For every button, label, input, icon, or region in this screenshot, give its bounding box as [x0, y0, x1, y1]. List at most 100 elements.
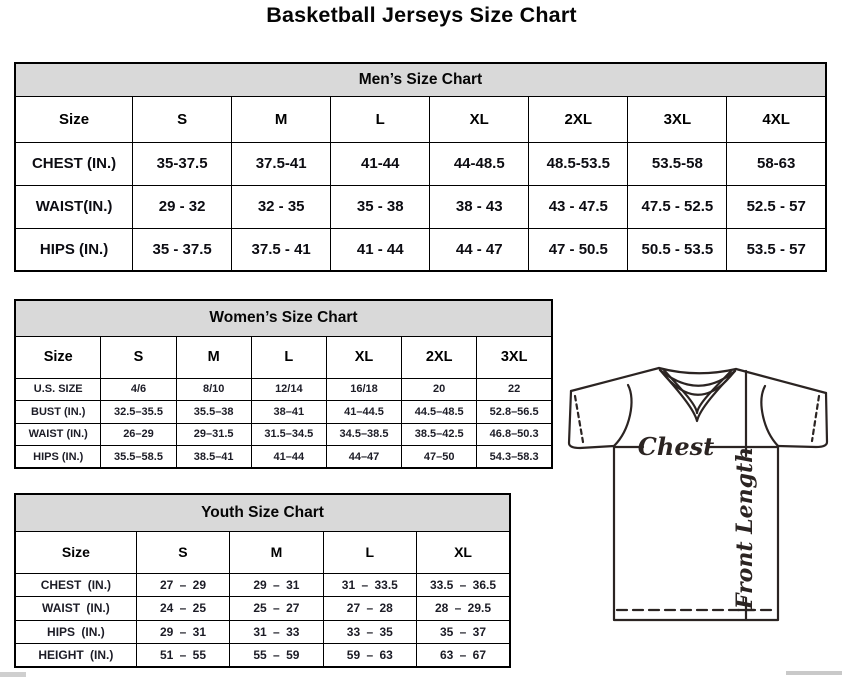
size-value: 38.5–41: [175, 445, 252, 469]
horizontal-scrollbar-fragment-right[interactable]: [786, 671, 842, 675]
size-value: 27 – 28: [322, 596, 418, 621]
size-value: 41–44: [250, 445, 327, 469]
column-header: 2XL: [401, 335, 478, 379]
size-value: 44–47: [325, 445, 403, 469]
table-row: HIPS (IN.) 29 – 31 31 – 33 33 – 35 35 – 37: [14, 619, 511, 644]
jersey-right-armhole-seam: [760, 384, 780, 448]
size-value: 58-63: [726, 141, 827, 186]
row-label: WAIST (IN.): [14, 596, 137, 621]
size-value: 37.5-41: [231, 141, 332, 186]
size-value: 50.5 - 53.5: [627, 227, 728, 272]
jersey-left-shoulder-seam: [569, 366, 661, 393]
size-value: 52.8–56.5: [476, 400, 553, 424]
row-label: HIPS (IN.): [14, 227, 134, 272]
size-value: 59 – 63: [322, 643, 418, 668]
size-value: 29 - 32: [132, 184, 233, 229]
table-row: WAIST (IN.) 24 – 25 25 – 27 27 – 28 28 – 29.…: [14, 596, 511, 621]
column-header: L: [322, 530, 418, 574]
row-label: CHEST (IN.): [14, 141, 134, 186]
page-title: Basketball Jerseys Size Chart: [266, 3, 577, 27]
size-value: 34.5–38.5: [325, 422, 403, 446]
jersey-left-sleeve: [567, 389, 616, 450]
size-value: 29 – 31: [135, 619, 231, 644]
horizontal-scrollbar-fragment-left[interactable]: [0, 672, 26, 677]
table-title: Men’s Size Chart: [14, 62, 827, 97]
size-value: 35-37.5: [132, 141, 233, 186]
size-value: 29 – 31: [229, 572, 324, 597]
size-value: 47 - 50.5: [528, 227, 629, 272]
jersey-right-shoulder-seam: [734, 367, 828, 395]
jersey-vneck-outer: [658, 368, 737, 423]
size-value: 32.5–35.5: [100, 400, 177, 424]
size-value: 35 - 38: [330, 184, 431, 229]
row-label: WAIST(IN.): [14, 184, 134, 229]
jersey-right-sleeve: [776, 391, 829, 449]
column-header: 4XL: [726, 95, 827, 143]
column-header-row: Size S M L XL 2XL 3XL: [14, 335, 553, 379]
size-value: 47–50: [401, 445, 478, 469]
jersey-right-cuff-dashed-line: [810, 394, 821, 443]
column-header: L: [330, 95, 431, 143]
table-title-row: Youth Size Chart: [14, 493, 511, 532]
column-header-row: Size S M L XL: [14, 530, 511, 574]
table-title-row: Men’s Size Chart: [14, 62, 827, 97]
size-value: 28 – 29.5: [416, 596, 511, 621]
row-label: CHEST (IN.): [14, 572, 137, 597]
table-row: HIPS (IN.) 35 - 37.5 37.5 - 41 41 - 44 44 - …: [14, 227, 827, 272]
row-label: WAIST (IN.): [14, 422, 102, 446]
size-value: 44 - 47: [429, 227, 530, 272]
size-value: 41 - 44: [330, 227, 431, 272]
size-value: 31 – 33.5: [322, 572, 418, 597]
size-value: 24 – 25: [135, 596, 231, 621]
size-value: 43 - 47.5: [528, 184, 629, 229]
row-label: HIPS (IN.): [14, 445, 102, 469]
size-value: 41-44: [330, 141, 431, 186]
size-value: 31 – 33: [229, 619, 324, 644]
jersey-diagram-svg: Chest Front Length: [567, 366, 829, 622]
column-header: L: [250, 335, 327, 379]
size-value: 53.5 - 57: [726, 227, 827, 272]
size-value: 51 – 55: [135, 643, 231, 668]
row-label: U.S. SIZE: [14, 377, 102, 401]
table-row: CHEST (IN.) 35-37.5 37.5-41 41-44 44-48.5 48.…: [14, 141, 827, 186]
table-title: Women’s Size Chart: [14, 299, 553, 337]
size-value: 26–29: [100, 422, 177, 446]
column-header: 3XL: [627, 95, 728, 143]
column-header: 2XL: [528, 95, 629, 143]
row-label: HEIGHT (IN.): [14, 643, 137, 668]
size-value: 44.5–48.5: [401, 400, 478, 424]
column-header-row: Size S M L XL 2XL 3XL 4XL: [14, 95, 827, 143]
mens-size-table: Men’s Size Chart Size S M L XL 2XL 3XL 4XL CHEST …: [14, 62, 827, 272]
size-value: 44-48.5: [429, 141, 530, 186]
column-header: S: [100, 335, 177, 379]
size-value: 4/6: [100, 377, 177, 401]
jersey-left-cuff-dashed-line: [573, 394, 585, 444]
size-value: 33.5 – 36.5: [416, 572, 511, 597]
column-header: XL: [416, 530, 511, 574]
table-row: CHEST (IN.) 27 – 29 29 – 31 31 – 33.5 33.5 –…: [14, 572, 511, 597]
size-value: 8/10: [175, 377, 252, 401]
table-title-row: Women’s Size Chart: [14, 299, 553, 337]
size-value: 37.5 - 41: [231, 227, 332, 272]
table-row: WAIST(IN.) 29 - 32 32 - 35 35 - 38 38 - 43 43…: [14, 184, 827, 229]
table-title: Youth Size Chart: [14, 493, 511, 532]
size-value: 12/14: [250, 377, 327, 401]
jersey-vneck-inner: [662, 368, 733, 415]
size-value: 47.5 - 52.5: [627, 184, 728, 229]
column-header: XL: [325, 335, 403, 379]
size-value: 25 – 27: [229, 596, 324, 621]
table-row: HIPS (IN.) 35.5–58.5 38.5–41 41–44 44–47 47–5…: [14, 445, 553, 469]
row-label: HIPS (IN.): [14, 619, 137, 644]
size-value: 35.5–58.5: [100, 445, 177, 469]
column-header: S: [132, 95, 233, 143]
size-value: 29–31.5: [175, 422, 252, 446]
size-value: 48.5-53.5: [528, 141, 629, 186]
table-row: BUST (IN.) 32.5–35.5 35.5–38 38–41 41–44.5 44…: [14, 400, 553, 424]
front-length-label: Front Length: [732, 447, 758, 610]
size-value: 54.3–58.3: [476, 445, 553, 469]
column-header: Size: [14, 530, 137, 574]
size-value: 63 – 67: [416, 643, 511, 668]
size-value: 31.5–34.5: [250, 422, 327, 446]
table-row: WAIST (IN.) 26–29 29–31.5 31.5–34.5 34.5–38.…: [14, 422, 553, 446]
column-header: M: [231, 95, 332, 143]
